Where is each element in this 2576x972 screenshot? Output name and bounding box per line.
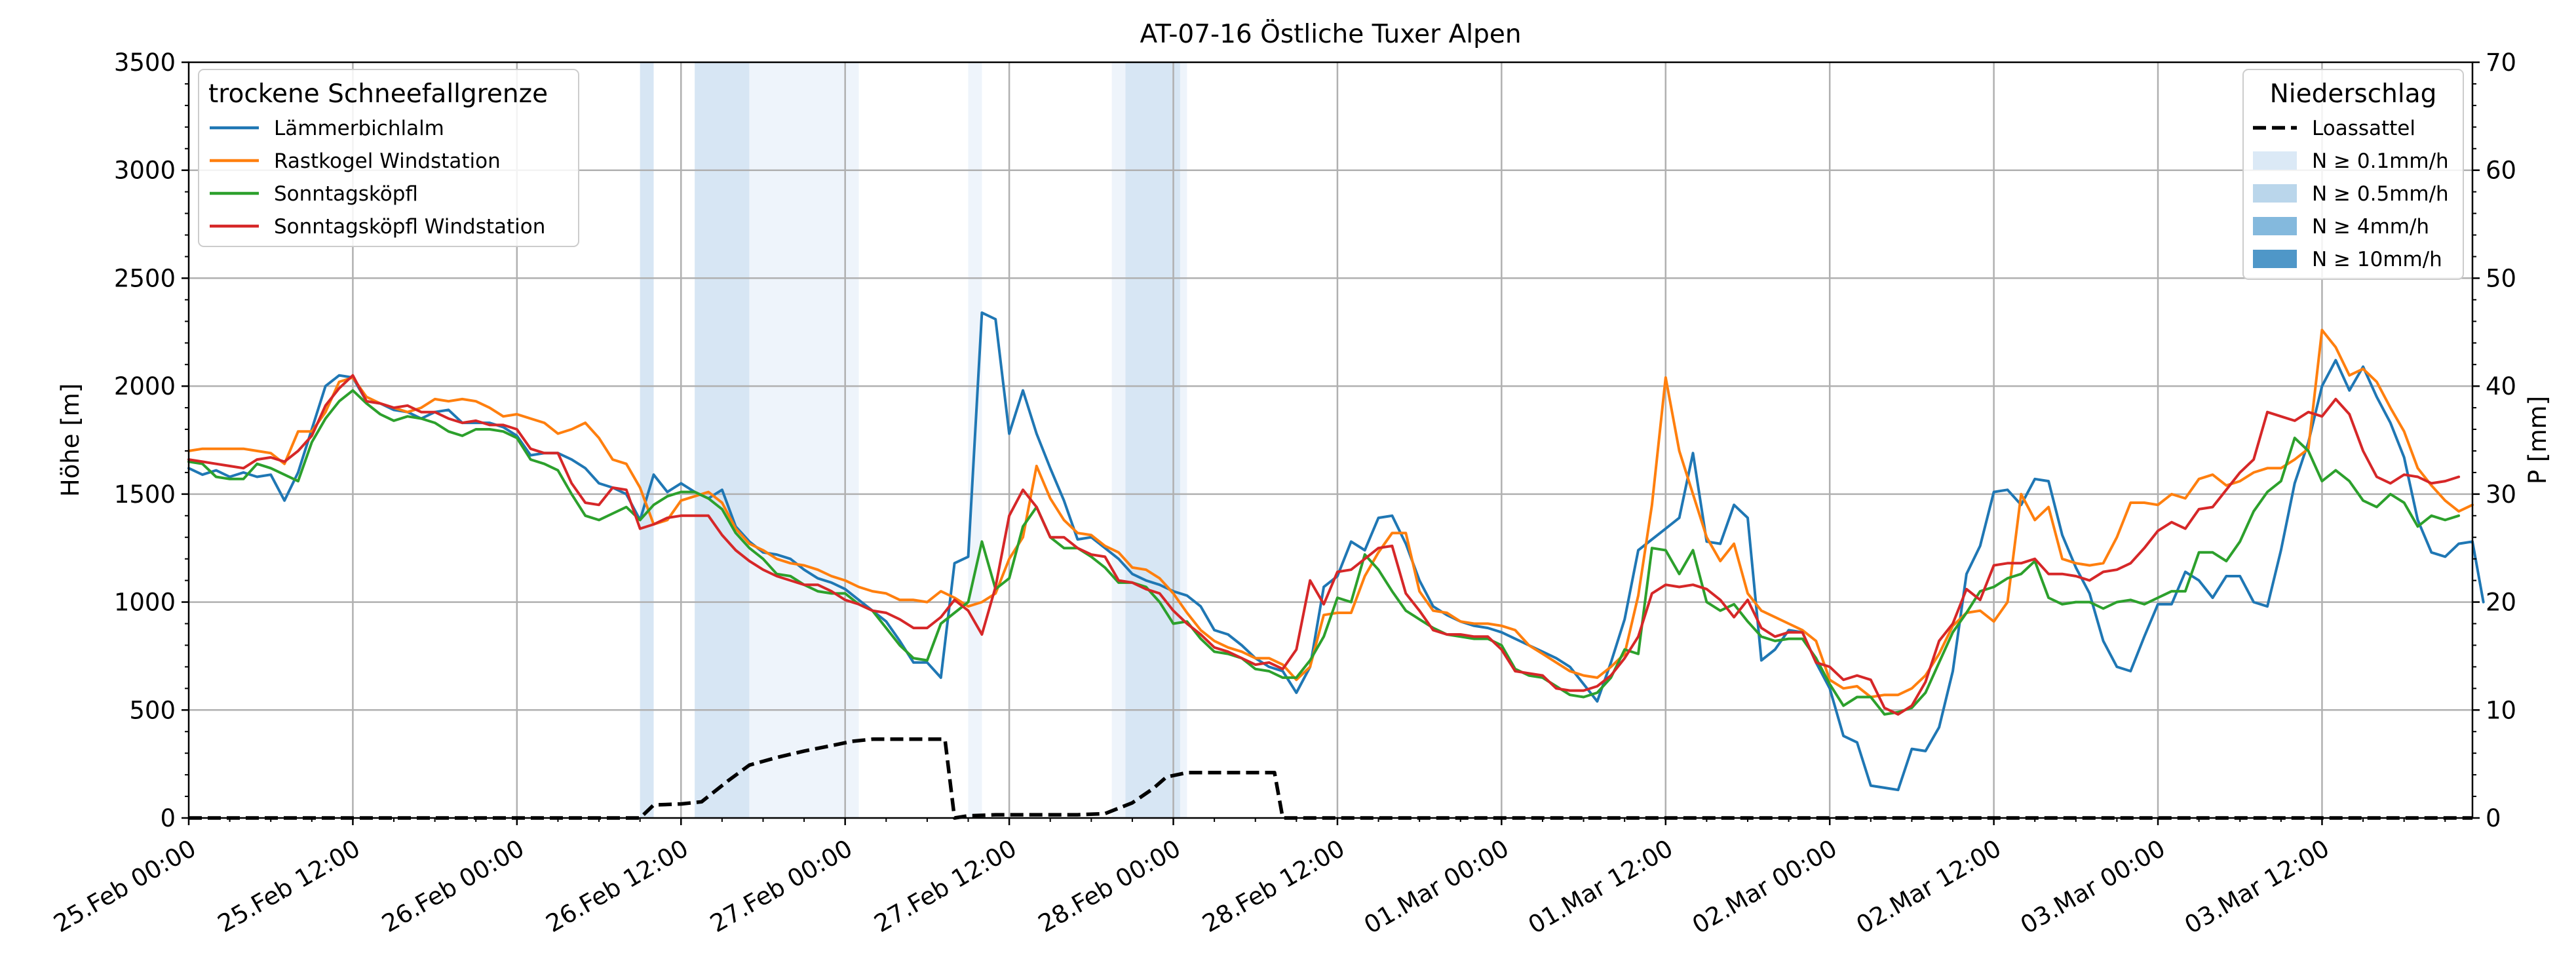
legend-title: trockene Schneefallgrenze	[208, 79, 548, 109]
y-axis-label-right: P [mm]	[2524, 396, 2552, 484]
legend-box	[2242, 69, 2464, 280]
y-right-tick-label: 50	[2486, 264, 2516, 292]
precip-band	[749, 62, 859, 818]
precipitation-bands	[640, 62, 1187, 818]
y-tick-label: 1500	[114, 480, 176, 509]
legend-swatch	[2253, 217, 2297, 235]
precipitation-line	[189, 737, 2472, 820]
legend-entry: Loassattel	[2312, 117, 2415, 140]
y-tick-label: 0	[160, 804, 176, 832]
precip-band	[695, 62, 750, 818]
legend-entry: Sonntagsköpfl	[274, 182, 418, 206]
y-tick-label: 3000	[114, 157, 176, 185]
y-right-tick-label: 10	[2486, 696, 2516, 724]
series-line-loassattel	[189, 737, 2472, 820]
y-right-tick-label: 20	[2486, 589, 2516, 617]
y-right-tick-label: 30	[2486, 480, 2516, 509]
y-right-tick-label: 70	[2486, 49, 2516, 77]
y-right-tick-label: 60	[2486, 157, 2516, 185]
y-tick-label: 2500	[114, 264, 176, 292]
precip-band	[640, 62, 654, 818]
plot-frame	[187, 61, 2474, 819]
legend-entry: N ≥ 0.1mm/h	[2312, 149, 2449, 173]
precip-band	[1125, 62, 1180, 818]
legend-swatch	[2253, 250, 2297, 268]
y-tick-label: 1000	[114, 589, 176, 617]
y-tick-label: 2000	[114, 372, 176, 400]
y-tick-label: 500	[129, 696, 176, 724]
series-lines	[187, 311, 2485, 792]
legend-swatch	[2253, 151, 2297, 170]
legend-entry: Sonntagsköpfl Windstation	[274, 215, 545, 239]
y-right-tick-label: 0	[2486, 804, 2501, 832]
legend-entry: Lämmerbichlalm	[274, 117, 444, 140]
legend-entry: N ≥ 10mm/h	[2312, 248, 2442, 271]
series-line-2	[187, 389, 2461, 716]
y-tick-label: 3500	[114, 49, 176, 77]
legend-snowline: trockene Schneefallgrenze Lämmerbichlalm R…	[198, 69, 579, 247]
series-line-0	[187, 311, 2485, 792]
series-line-3	[187, 374, 2461, 716]
legend-swatch	[2253, 184, 2297, 203]
legend-entry: Rastkogel Windstation	[274, 149, 501, 173]
legend-entry: N ≥ 4mm/h	[2312, 215, 2429, 239]
legend-box	[198, 69, 579, 247]
y-axis-label: Höhe [m]	[56, 383, 85, 497]
legend-precipitation: Niederschlag Loassattel N ≥ 0.1mm/h N ≥ 0.5…	[2242, 69, 2464, 280]
legend-entry: N ≥ 0.5mm/h	[2312, 182, 2449, 206]
chart-title: AT-07-16 Östliche Tuxer Alpen	[1140, 19, 1521, 49]
y-right-tick-label: 40	[2486, 372, 2516, 400]
legend-title: Niederschlag	[2270, 79, 2437, 109]
precip-band	[1180, 62, 1187, 818]
precip-band	[1111, 62, 1126, 818]
